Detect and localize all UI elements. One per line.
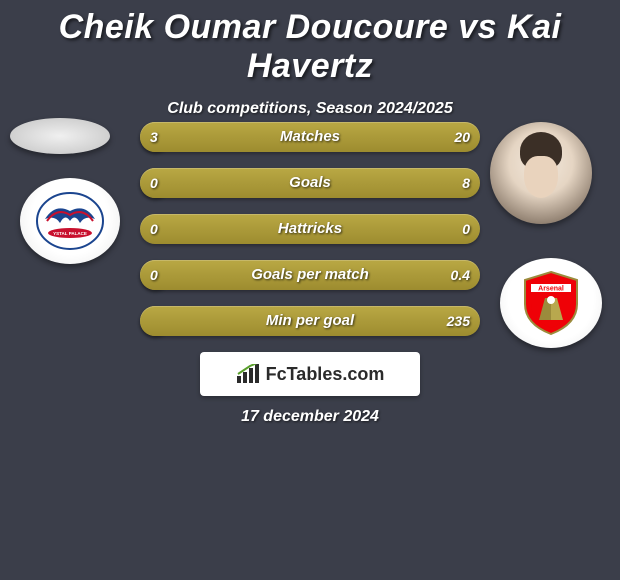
branding-text: FcTables.com [266, 364, 385, 385]
branding-badge[interactable]: FcTables.com [200, 352, 420, 396]
stat-row: Goals0 8 [140, 168, 480, 198]
player-right-club-badge: Arsenal [500, 258, 602, 348]
arsenal-badge-icon: Arsenal [521, 270, 581, 336]
stat-row: Goals per match0 0.4 [140, 260, 480, 290]
stat-value-right: 20 [454, 122, 470, 152]
crystal-palace-badge-icon: YSTAL PALACE [35, 191, 105, 251]
stat-value-right: 235 [447, 306, 470, 336]
stat-row: Min per goal235 [140, 306, 480, 336]
comparison-subtitle: Club competitions, Season 2024/2025 [0, 100, 620, 118]
stat-value-right: 8 [462, 168, 470, 198]
stat-label: Goals [140, 168, 480, 198]
fctables-logo-icon [236, 364, 260, 384]
svg-text:YSTAL PALACE: YSTAL PALACE [53, 231, 87, 236]
stat-row: Hattricks0 0 [140, 214, 480, 244]
stats-table: Matches320Goals08Hattricks00Goals per ma… [140, 122, 480, 352]
footer-date: 17 december 2024 [0, 408, 620, 426]
stat-label: Goals per match [140, 260, 480, 290]
stat-row: Matches3 20 [140, 122, 480, 152]
stat-value-right: 0 [462, 214, 470, 244]
comparison-title: Cheik Oumar Doucoure vs Kai Havertz [0, 0, 620, 86]
player-right-avatar [490, 122, 592, 224]
stat-value-left: 0 [150, 260, 158, 290]
stat-label: Hattricks [140, 214, 480, 244]
player-left-avatar [10, 118, 110, 154]
stat-value-left: 0 [150, 214, 158, 244]
stat-value-left: 3 [150, 122, 158, 152]
svg-text:Arsenal: Arsenal [538, 286, 564, 293]
player-left-club-badge: YSTAL PALACE [20, 178, 120, 264]
stat-value-left: 0 [150, 168, 158, 198]
stat-label: Matches [140, 122, 480, 152]
stat-label: Min per goal [140, 306, 480, 336]
stat-value-right: 0.4 [451, 260, 470, 290]
